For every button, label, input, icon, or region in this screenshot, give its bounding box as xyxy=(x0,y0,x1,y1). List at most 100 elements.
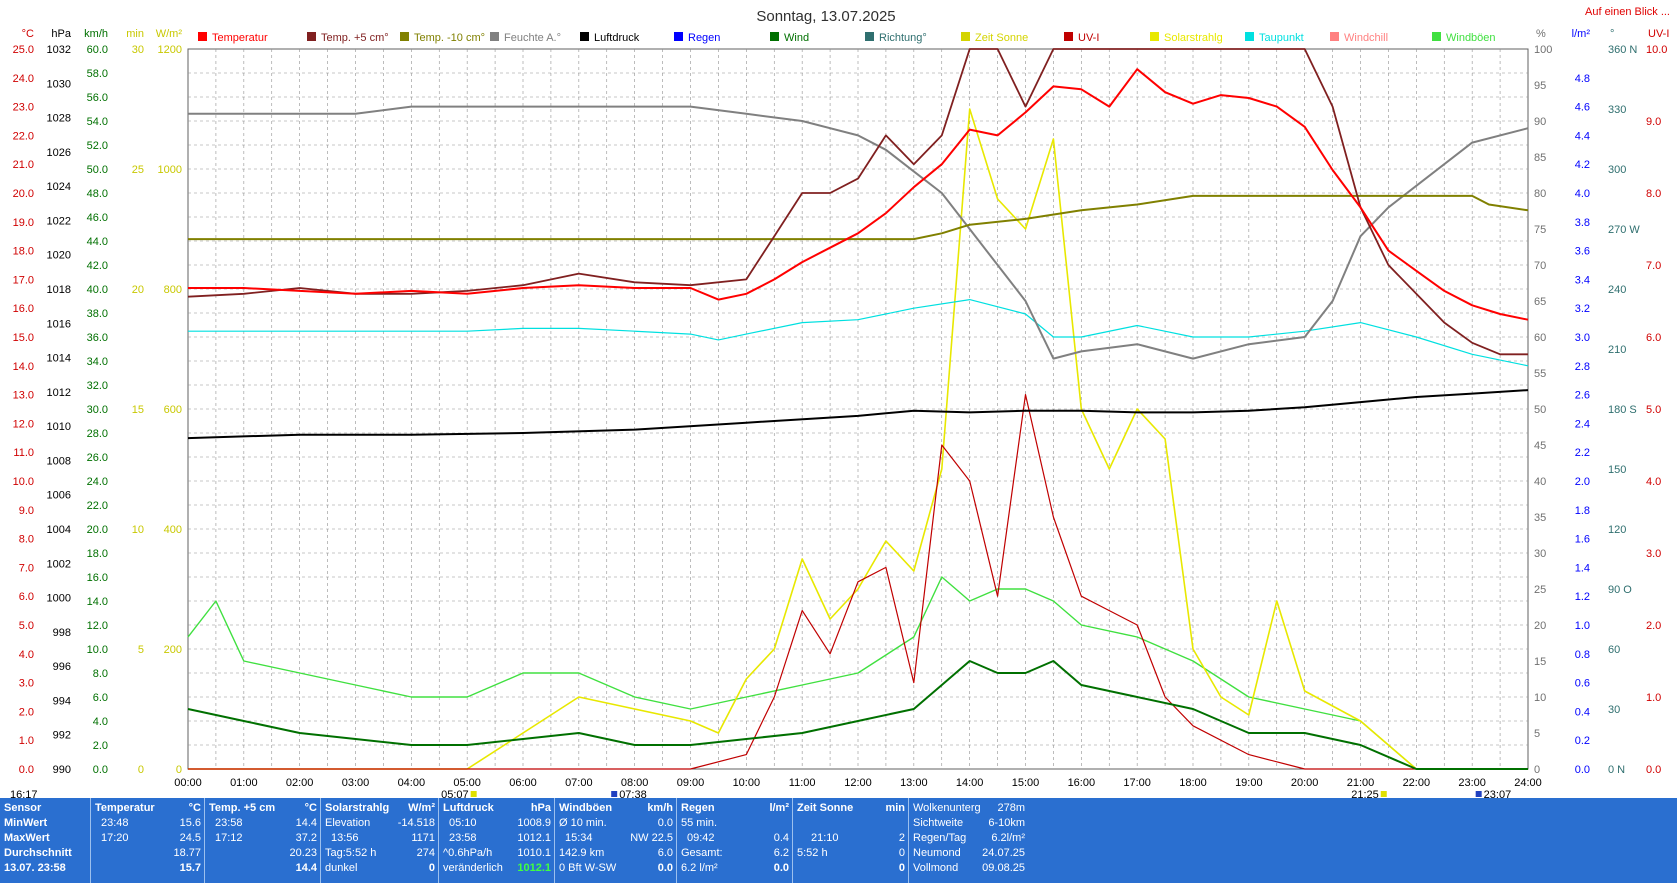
legend-label: UV-I xyxy=(1078,32,1099,44)
y-tick-rain: 0.2 xyxy=(1575,735,1590,747)
x-tick-label: 09:00 xyxy=(677,777,705,789)
current-timestamp: 13.07. 23:58 xyxy=(4,862,66,874)
y-tick-solar: 1000 xyxy=(158,164,182,176)
y-tick-temp: 11.0 xyxy=(13,447,34,459)
visibility-value: 6-10km xyxy=(988,817,1025,829)
col-solar: Solarstrahlg W/m² Elevation -14.518 13:56 1… xyxy=(320,798,439,883)
legend-label: Windböen xyxy=(1446,32,1496,44)
cloudbase-value: 278m xyxy=(997,802,1025,814)
series-line-windb-en xyxy=(187,576,1528,770)
y-tick-dir: 240 xyxy=(1608,284,1626,296)
y-tick-hum: 85 xyxy=(1534,152,1546,164)
y-tick-rain: 1.8 xyxy=(1575,505,1590,517)
temp5-min-value: 14.4 xyxy=(295,817,317,829)
press-forecast: veränderlich xyxy=(443,862,503,874)
y-tick-temp: 24.0 xyxy=(13,73,34,85)
rain-total-text: 6.2 l/m² xyxy=(681,862,718,874)
y-tick-dir: 60 xyxy=(1608,644,1620,656)
chart-grid xyxy=(187,48,1529,770)
y-tick-solar: 800 xyxy=(164,284,182,296)
overview-link[interactable]: Auf einen Blick ... xyxy=(1585,6,1670,18)
y-tick-min: 30 xyxy=(132,44,144,56)
y-tick-solar: 0 xyxy=(176,764,182,776)
temp5-max-value: 37.2 xyxy=(295,832,317,844)
x-tick-label: 17:00 xyxy=(1123,777,1151,789)
gust-beaufort: 0 Bft W-SW xyxy=(559,862,617,874)
rainday-label: Regen/Tag xyxy=(913,832,967,844)
y-tick-solar: 1200 xyxy=(158,44,182,56)
x-tick-label: 20:00 xyxy=(1291,777,1319,789)
legend-label: Temp. -10 cm° xyxy=(414,32,485,44)
sun-total: 5:52 h xyxy=(797,847,828,859)
y-tick-uv: 8.0 xyxy=(1646,188,1661,200)
y-tick-hum: 65 xyxy=(1534,296,1546,308)
y-tick-wind: 8.0 xyxy=(93,668,108,680)
y-tick-rain: 3.8 xyxy=(1575,217,1590,229)
y-tick-wind: 24.0 xyxy=(87,476,108,488)
series-line-temperatur xyxy=(188,68,1529,321)
legend-swatch xyxy=(674,32,683,41)
y-tick-hum: 10 xyxy=(1534,692,1546,704)
y-tick-rain: 0.6 xyxy=(1575,678,1590,690)
y-tick-hum: 20 xyxy=(1534,620,1546,632)
legend-swatch xyxy=(961,32,970,41)
y-tick-uv: 6.0 xyxy=(1646,332,1661,344)
y-tick-temp: 3.0 xyxy=(19,678,34,690)
y-tick-dir: 330 xyxy=(1608,104,1626,116)
gust-min-value: 0.0 xyxy=(657,817,673,829)
y-tick-hum: 0 xyxy=(1534,764,1540,776)
y-tick-temp: 23.0 xyxy=(13,102,34,114)
sensor-header: Sensor xyxy=(4,802,42,814)
rain-max-value: 0.4 xyxy=(773,832,789,844)
x-tick-label: 03:00 xyxy=(342,777,370,789)
y-tick-dir: 30 xyxy=(1608,704,1620,716)
y-tick-temp: 1.0 xyxy=(19,735,34,747)
legend-label: Regen xyxy=(688,32,720,44)
y-unit-temp: °C xyxy=(22,28,34,40)
marker-icon-daylight_begin xyxy=(611,791,618,797)
col-sun: Zeit Sonne min 21:10 2 5:52 h 0 0 xyxy=(792,798,909,883)
y-tick-temp: 10.0 xyxy=(13,476,34,488)
y-tick-wind: 40.0 xyxy=(87,284,108,296)
y-tick-temp: 4.0 xyxy=(19,649,34,661)
legend-swatch xyxy=(865,32,874,41)
rain-unit: l/m² xyxy=(769,802,789,814)
y-tick-rain: 2.0 xyxy=(1575,476,1590,488)
solar-current-value: 0 xyxy=(428,862,435,874)
x-tick-label: 13:00 xyxy=(900,777,928,789)
x-tick-label: 24:00 xyxy=(1514,777,1542,789)
series-line-temp-5-cm xyxy=(187,48,1528,356)
marker-icon-sunrise xyxy=(470,791,477,797)
y-tick-temp: 9.0 xyxy=(19,505,34,517)
x-tick-label: 22:00 xyxy=(1403,777,1431,789)
visibility-label: Sichtweite xyxy=(913,817,964,829)
fullmoon-value: 09.08.25 xyxy=(982,862,1025,874)
y-tick-press: 1000 xyxy=(47,593,71,605)
col-temperature: Temperatur °C 23:48 15.6 17:20 24.5 18.77 1… xyxy=(90,798,205,883)
marker-label-daylight_end: 23:07 xyxy=(1484,789,1512,798)
chart-time-markers: 16:17 05:07 07:38 21:25 23:07 xyxy=(10,789,1512,801)
legend-swatch xyxy=(1330,32,1339,41)
y-tick-wind: 26.0 xyxy=(87,452,108,464)
minwert-label: MinWert xyxy=(4,817,48,829)
y-tick-wind: 18.0 xyxy=(87,548,108,560)
y-tick-press: 1018 xyxy=(47,284,71,296)
y-tick-temp: 20.0 xyxy=(13,188,34,200)
col-rain: Regen l/m² 55 min. 09:42 0.4 Gesamt: 6.2 6.… xyxy=(676,798,793,883)
chart-legend: Temperatur Temp. +5 cm° Temp. -10 cm° Feuch… xyxy=(198,32,1496,44)
cloudbase-label: Wolkenunterg xyxy=(913,802,981,814)
y-tick-temp: 8.0 xyxy=(19,534,34,546)
y-tick-rain: 2.8 xyxy=(1575,361,1590,373)
y-tick-wind: 10.0 xyxy=(87,644,108,656)
y-tick-rain: 3.4 xyxy=(1575,274,1590,286)
y-unit-uv: UV-I xyxy=(1648,28,1669,40)
y-tick-press: 1026 xyxy=(47,147,71,159)
y-tick-rain: 1.0 xyxy=(1575,620,1590,632)
y-tick-rain: 4.4 xyxy=(1575,130,1590,142)
temp-min-value: 15.6 xyxy=(179,817,201,829)
y-tick-rain: 4.0 xyxy=(1575,188,1590,200)
press-current-value: 1012.1 xyxy=(517,862,551,874)
legend-swatch xyxy=(1064,32,1073,41)
legend-label: Temp. +5 cm° xyxy=(321,32,389,44)
y-unit-wind: km/h xyxy=(84,28,108,40)
